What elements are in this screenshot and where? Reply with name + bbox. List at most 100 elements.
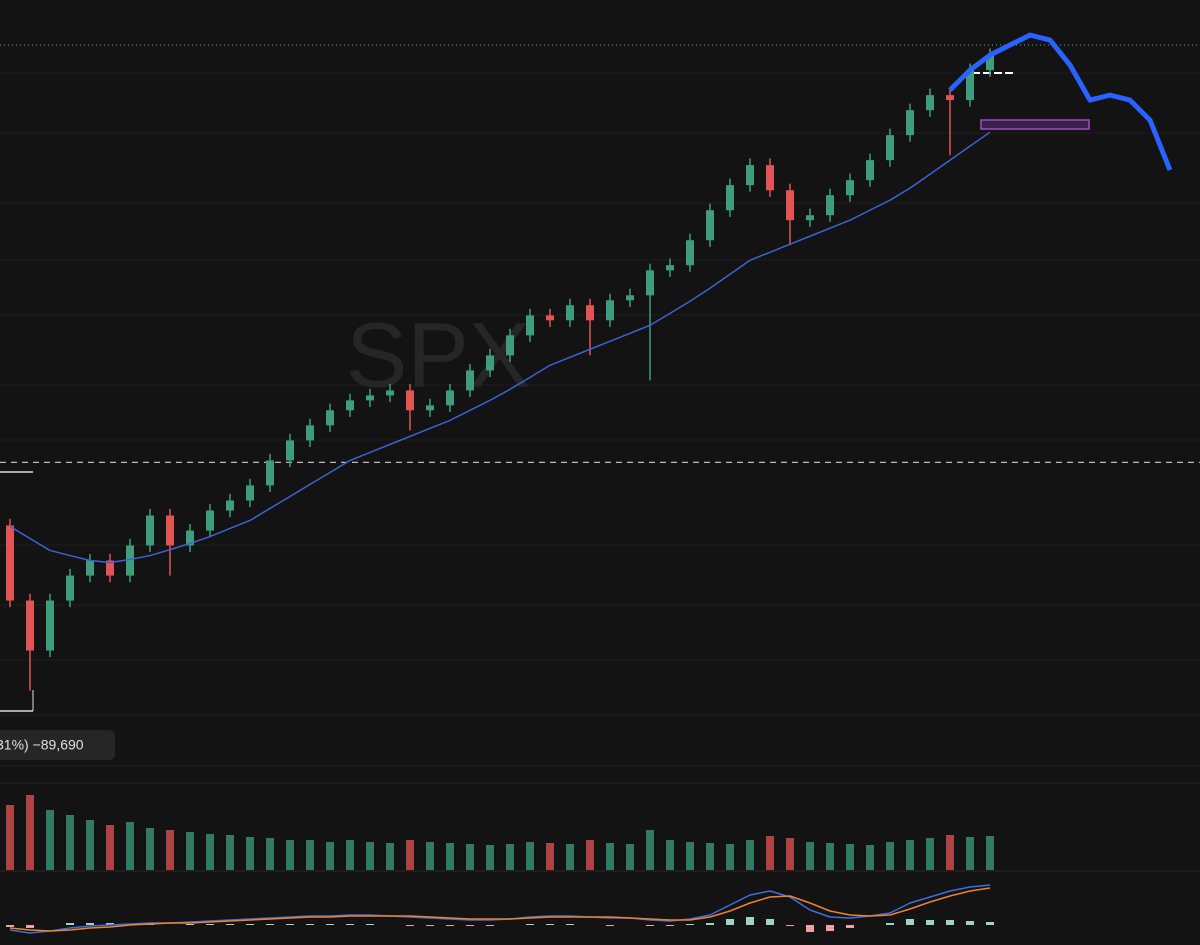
candle-body — [846, 180, 854, 196]
candle-body — [106, 560, 114, 576]
macd-histogram-bar — [746, 917, 754, 925]
volume-bar — [726, 844, 734, 870]
macd-histogram-bar — [906, 919, 914, 925]
volume-bar — [306, 840, 314, 870]
volume-bar — [806, 842, 814, 870]
volume-bar — [586, 840, 594, 870]
macd-histogram-bar — [966, 921, 974, 925]
candle-body — [686, 240, 694, 266]
candle-body — [166, 515, 174, 546]
volume-bar — [506, 844, 514, 870]
volume-bar — [526, 842, 534, 870]
volume-bar — [486, 845, 494, 870]
macd-histogram-bar — [206, 924, 214, 925]
volume-bar — [546, 843, 554, 870]
macd-histogram-bar — [446, 925, 454, 926]
candle-body — [786, 190, 794, 221]
volume-bar — [206, 834, 214, 870]
macd-histogram-bar — [186, 924, 194, 925]
macd-histogram-bar — [686, 924, 694, 925]
macd-histogram-bar — [646, 925, 654, 926]
macd-histogram-bar — [6, 925, 14, 927]
volume-bar — [826, 843, 834, 870]
volume-bar — [286, 840, 294, 870]
volume-bar — [66, 815, 74, 870]
volume-bar — [186, 832, 194, 870]
volume-bar — [986, 836, 994, 870]
macd-histogram-bar — [306, 924, 314, 925]
macd-histogram-bar — [266, 924, 274, 925]
macd-histogram-bar — [786, 925, 794, 926]
volume-bar — [866, 845, 874, 870]
macd-histogram-bar — [946, 920, 954, 925]
volume-bar — [606, 843, 614, 870]
volume-bar — [226, 835, 234, 870]
macd-histogram-bar — [466, 925, 474, 926]
macd-histogram-bar — [726, 919, 734, 925]
volume-bar — [26, 795, 34, 870]
volume-bar — [426, 842, 434, 870]
candle-body — [366, 395, 374, 401]
volume-bar — [906, 840, 914, 870]
candle-body — [526, 315, 534, 336]
macd-histogram-bar — [326, 924, 334, 925]
macd-histogram-bar — [246, 924, 254, 925]
candle-body — [866, 160, 874, 181]
candle-body — [186, 530, 194, 546]
volume-bar — [106, 825, 114, 870]
volume-bar — [686, 842, 694, 870]
candle-body — [86, 560, 94, 576]
candle-body — [346, 400, 354, 411]
volume-bar — [746, 840, 754, 870]
candle-body — [306, 425, 314, 441]
volume-bar — [966, 837, 974, 870]
macd-histogram-bar — [406, 925, 414, 926]
volume-bar — [86, 820, 94, 870]
macd-histogram-bar — [226, 924, 234, 925]
measure-box — [0, 730, 115, 760]
macd-histogram-bar — [766, 919, 774, 925]
candle-body — [386, 390, 394, 396]
macd-histogram-bar — [26, 925, 34, 928]
volume-bar — [346, 840, 354, 870]
candle-body — [706, 210, 714, 241]
macd-histogram-bar — [926, 920, 934, 925]
projection — [948, 32, 1173, 172]
volume-bar — [446, 843, 454, 870]
measure-label: 31%) −89,690 — [0, 737, 84, 753]
macd-histogram-bar — [566, 924, 574, 925]
macd-histogram-bar — [986, 922, 994, 925]
candle-body — [486, 355, 494, 371]
candle-body — [286, 440, 294, 461]
volume-bar — [46, 810, 54, 870]
candle-body — [446, 390, 454, 406]
macd-histogram-bar — [806, 925, 814, 932]
volume-bar — [406, 840, 414, 870]
macd-histogram-bar — [66, 923, 74, 925]
candle-body — [206, 510, 214, 531]
candle-body — [126, 545, 134, 576]
volume-bar — [126, 822, 134, 870]
watermark: SPX — [346, 304, 530, 406]
volume-bar — [366, 842, 374, 870]
macd-histogram-bar — [666, 925, 674, 926]
candle-body — [626, 295, 634, 301]
candle-body — [146, 515, 154, 546]
macd-histogram-bar — [886, 923, 894, 925]
volume-bar — [666, 840, 674, 870]
macd-histogram-bar — [526, 924, 534, 925]
volume-bar — [246, 837, 254, 870]
candle-body — [606, 300, 614, 321]
signal-line — [9, 887, 991, 932]
volume-bar — [566, 844, 574, 870]
zone-box — [980, 119, 1090, 130]
candle-body — [886, 135, 894, 161]
volume-bar — [846, 844, 854, 870]
candle-body — [466, 370, 474, 391]
macd-histogram-bar — [106, 923, 114, 925]
candle-body — [226, 500, 234, 511]
candle-body — [546, 315, 554, 321]
volume-bar — [266, 838, 274, 870]
